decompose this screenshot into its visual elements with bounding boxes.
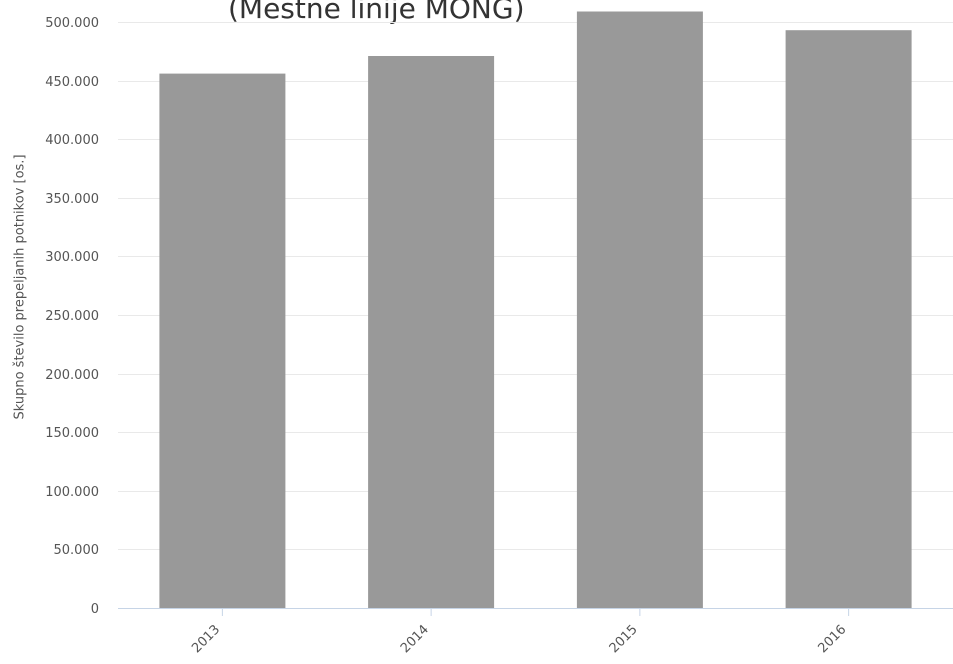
y-tick-label: 250.000 <box>45 309 99 324</box>
y-tick-label: 0 <box>91 602 99 617</box>
bar <box>576 11 703 608</box>
x-tick-label: 2015 <box>607 622 641 656</box>
y-tick-label: 450.000 <box>45 75 99 90</box>
y-tick-label: 500.000 <box>45 16 99 31</box>
y-tick-label: 400.000 <box>45 133 99 148</box>
y-tick-label: 200.000 <box>45 368 99 383</box>
y-tick-label: 350.000 <box>45 192 99 207</box>
y-tick-label: 300.000 <box>45 250 99 265</box>
y-tick-label: 100.000 <box>45 485 99 500</box>
bar <box>785 30 912 608</box>
y-tick-label: 50.000 <box>54 543 100 558</box>
x-tick-label: 2013 <box>189 622 223 656</box>
y-tick-label: 150.000 <box>45 426 99 441</box>
x-tick-label: 2016 <box>815 622 849 656</box>
x-tick-label: 2014 <box>398 622 432 656</box>
bar <box>368 56 495 608</box>
bar <box>159 73 286 609</box>
chart-title: (Mestne linije MONG) <box>228 0 525 25</box>
